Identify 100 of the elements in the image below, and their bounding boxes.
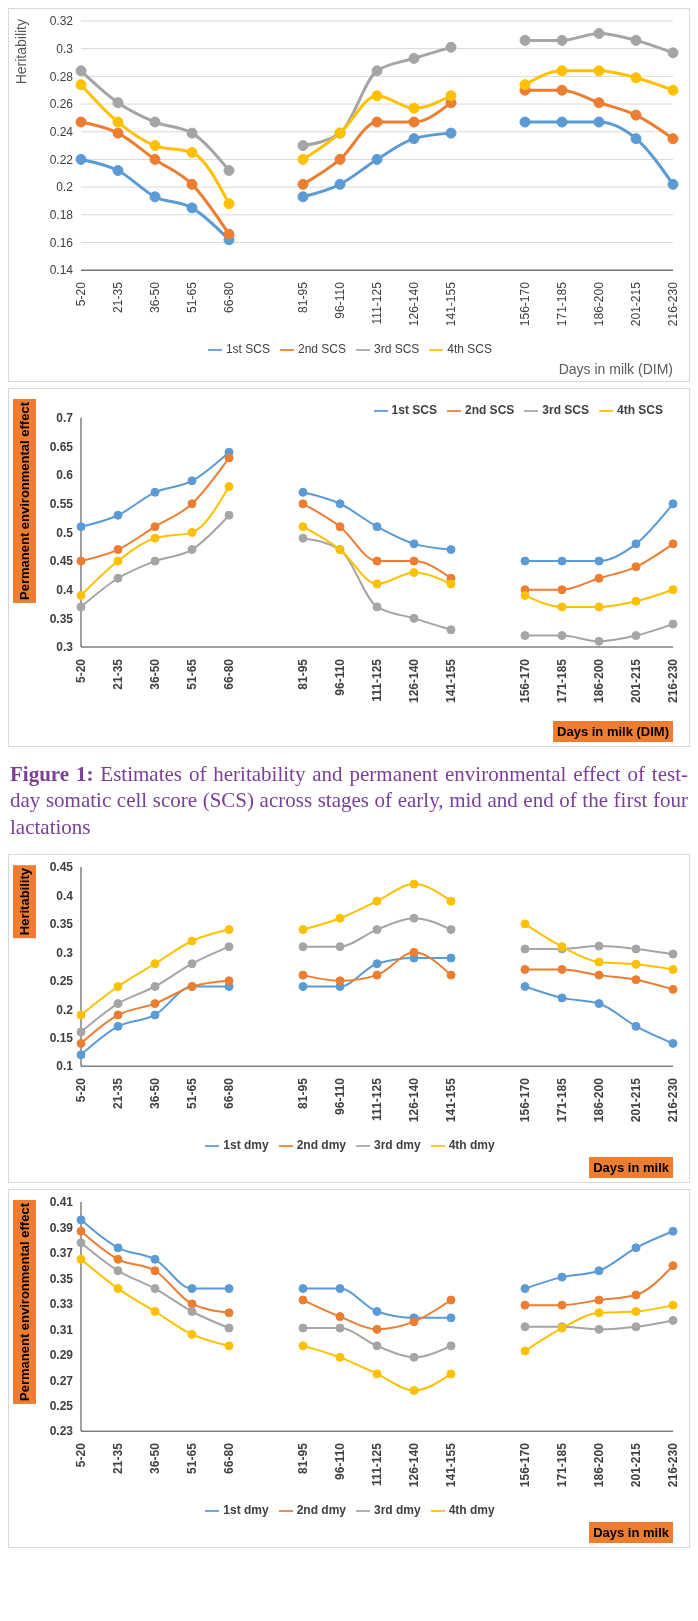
y-tick-label: 0.65 [49,439,74,454]
legend-label: 1st SCS [391,403,437,417]
y-tick-label: 0.25 [49,1398,74,1413]
x-axis-title: Days in milk (DIM) [553,721,673,742]
x-tick-label: 186-200 [592,1077,606,1122]
x-tick-label: 5-20 [74,281,88,307]
x-tick-label: 5-20 [74,1442,88,1467]
x-tick-label: 36-50 [148,281,162,313]
x-tick-label: 141-155 [444,658,458,704]
y-tick-label: 0.2 [56,180,74,195]
x-tick-label: 141-155 [444,1442,458,1487]
x-tick-label: 21-35 [111,281,125,313]
y-tick-label: 0.39 [49,1220,74,1235]
y-tick-label: 0.45 [49,860,74,875]
x-tick-label: 156-170 [518,658,532,704]
x-axis-title: Days in milk (DIM) [558,361,673,377]
x-tick-label: 126-140 [407,1077,421,1122]
x-tick-label: 111-125 [370,658,384,702]
y-tick-label: 0.4 [56,888,74,903]
x-tick-label: 156-170 [518,1077,532,1122]
y-tick-label: 0.31 [49,1322,74,1337]
x-tick-label: 21-35 [111,658,125,690]
x-tick-label: 216-230 [666,1442,680,1487]
x-tick-label: 171-185 [555,1077,569,1122]
y-axis-title: Heritability [13,19,29,85]
y-tick-label: 0.14 [49,263,74,278]
x-tick-label: 216-230 [666,658,680,704]
x-tick-label: 96-110 [333,1442,347,1480]
y-tick-label: 0.45 [49,554,74,569]
x-tick-label: 111-125 [370,1442,384,1486]
x-tick-label: 156-170 [518,281,532,327]
legend-label: 3rd SCS [542,403,589,417]
x-tick-label: 66-80 [222,658,236,690]
caption: Figure 1: Estimates of heritability and permanent environmental effect of test-day somatic cell score (SCS) across stages of early, mid and end of the first four lactations [10,762,688,839]
y-tick-label: 0.6 [56,468,74,483]
y-tick-label: 0.35 [49,611,74,626]
y-tick-label: 0.28 [49,69,74,84]
x-tick-label: 51-65 [185,281,199,313]
legend-label: 4th SCS [616,403,663,417]
x-tick-label: 51-65 [185,658,199,690]
legend-label: 2nd dmy [296,1502,346,1517]
x-tick-label: 21-35 [111,1442,125,1474]
y-tick-label: 0.4 [56,582,74,597]
x-tick-label: 156-170 [518,1442,532,1487]
y-tick-label: 0.3 [56,41,74,56]
x-tick-label: 36-50 [148,1077,162,1109]
legend-label: 1st dmy [223,1137,269,1152]
x-tick-label: 81-95 [296,658,310,690]
y-tick-label: 0.37 [49,1245,74,1260]
y-tick-label: 0.25 [49,973,74,988]
x-tick-label: 216-230 [666,1077,680,1122]
x-tick-label: 66-80 [222,281,236,313]
x-tick-label: 216-230 [666,281,680,327]
x-tick-label: 171-185 [555,281,569,327]
y-tick-label: 0.2 [56,1002,74,1017]
legend-label: 4th dmy [448,1502,495,1517]
y-tick-label: 0.29 [49,1347,74,1362]
x-axis-title: Days in milk [589,1156,673,1178]
x-tick-label: 51-65 [185,1442,199,1474]
legend-label: 4th SCS [447,342,493,357]
legend-label: 3rd SCS [373,342,420,357]
y-tick-label: 0.7 [56,411,74,426]
x-tick-label: 81-95 [296,281,310,313]
y-tick-label: 0.35 [49,916,74,931]
x-tick-label: 96-110 [333,281,347,319]
y-tick-label: 0.26 [49,97,74,112]
y-tick-label: 0.33 [49,1296,74,1311]
x-tick-label: 66-80 [222,1077,236,1109]
x-tick-label: 186-200 [592,658,606,704]
x-tick-label: 171-185 [555,1442,569,1487]
y-tick-label: 0.24 [49,125,74,139]
y-axis-title: Permanent environmental effect [13,399,36,603]
x-tick-label: 21-35 [111,1077,125,1109]
legend-label: 2nd SCS [464,403,515,417]
x-tick-label: 111-125 [370,281,384,325]
x-tick-label: 5-20 [74,658,88,684]
legend-label: 2nd dmy [296,1137,346,1152]
y-tick-label: 0.18 [49,208,74,223]
x-tick-label: 5-20 [74,1077,88,1102]
x-tick-label: 126-140 [407,1442,421,1487]
x-tick-label: 126-140 [407,658,421,704]
y-tick-label: 0.27 [49,1373,74,1388]
legend-label: 3rd dmy [374,1502,421,1517]
legend-label: 2nd SCS [297,342,346,357]
x-tick-label: 51-65 [185,1077,199,1109]
y-tick-label: 0.41 [49,1195,74,1210]
x-tick-label: 96-110 [333,658,347,696]
y-tick-label: 0.32 [49,14,74,29]
x-tick-label: 201-215 [629,1442,643,1487]
legend-label: 4th dmy [448,1137,495,1152]
legend-label: 1st SCS [225,342,270,357]
y-tick-label: 0.23 [49,1424,74,1439]
legend-label: 3rd dmy [374,1137,421,1152]
y-tick-label: 0.55 [49,497,74,512]
x-tick-label: 201-215 [629,281,643,327]
x-tick-label: 201-215 [629,1077,643,1122]
y-axis-title: Heritability [13,864,36,938]
x-tick-label: 126-140 [407,281,421,327]
legend-label: 1st dmy [223,1502,269,1517]
x-tick-label: 141-155 [444,1077,458,1122]
